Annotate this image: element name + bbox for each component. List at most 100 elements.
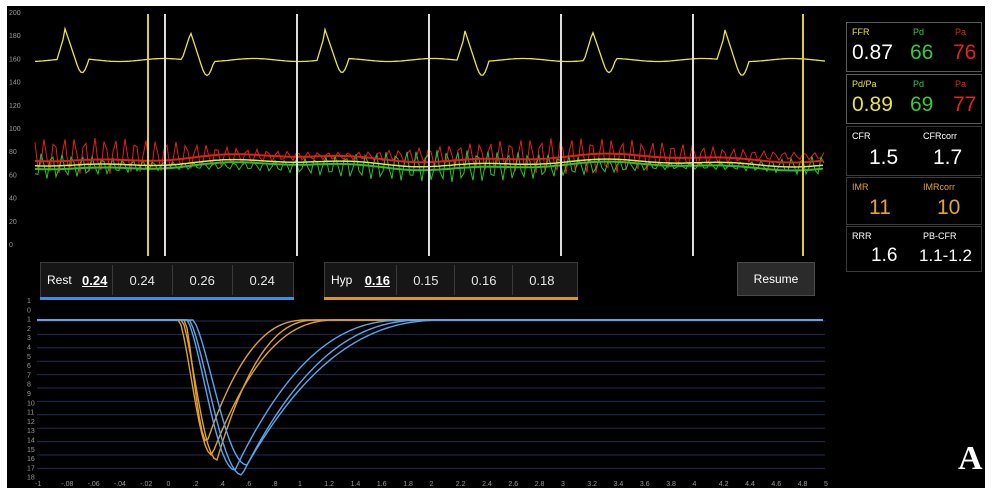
cfr-corr-value: 1.7 [933, 146, 963, 169]
rrr-label: RRR [852, 231, 872, 241]
rest-value-2[interactable]: 0.24 [111, 265, 172, 295]
thermo-y-tick: 1 [27, 298, 31, 305]
ffr-pa-label: Pa [955, 27, 967, 37]
thermo-x-tick: 1.6 [377, 481, 387, 488]
thermo-y-tick: 6 [27, 363, 31, 370]
imr-value: 11 [869, 196, 891, 219]
hyp-value-2[interactable]: 0.15 [396, 265, 454, 295]
thermo-curves [37, 319, 823, 476]
thermo-y-tick: 16 [27, 456, 35, 463]
pressure-tick: 80 [9, 149, 17, 156]
thermo-x-tick: 0 [167, 481, 171, 488]
thermo-x-tick: 2.2 [456, 481, 466, 488]
thermo-x-tick: .8 [272, 481, 278, 488]
thermo-x-tick: -.04 [114, 481, 126, 488]
hyp-underline [324, 297, 578, 300]
pressure-tick: 180 [9, 33, 21, 40]
thermo-y-tick: 5 [27, 354, 31, 361]
thermo-x-tick: .2 [193, 481, 199, 488]
thermo-y-tick: 7 [27, 372, 31, 379]
thermo-x-tick: .6 [245, 481, 251, 488]
imr-box: IMR 11 IMRcorr 10 [846, 177, 982, 225]
hyp-label: Hyp [331, 273, 353, 287]
thermo-y-tick: 3 [27, 335, 31, 342]
thermo-x-tick: 1.4 [351, 481, 361, 488]
thermo-y-tick: 18 [27, 475, 35, 482]
hyp-value-4[interactable]: 0.18 [512, 265, 570, 295]
thermo-y-tick: 17 [27, 465, 35, 472]
pdpa-pa-value: 77 [953, 93, 977, 116]
cfr-label: CFR [852, 131, 871, 141]
rest-value-4[interactable]: 0.24 [231, 265, 292, 295]
pressure-tick: 120 [9, 103, 21, 110]
ffr-label: FFR [852, 27, 870, 37]
pressure-tick: 100 [9, 126, 21, 133]
thermo-x-tick: 4 [693, 481, 697, 488]
pressure-tick: 200 [9, 10, 21, 17]
ffr-box: FFR 0.87 Pd 66 Pa 76 [846, 22, 982, 72]
thermo-x-tick: 4.8 [798, 481, 808, 488]
thermo-x-tick: .4 [219, 481, 225, 488]
rest-value-1[interactable]: 0.24 [82, 272, 108, 288]
thermo-x-tick: 3 [561, 481, 565, 488]
cfr-box: CFR 1.5 CFRcorr 1.7 [846, 126, 982, 176]
thermo-y-tick: 13 [27, 428, 35, 435]
rest-value-3[interactable]: 0.26 [171, 265, 232, 295]
hyp-value-1[interactable]: 0.16 [364, 272, 390, 288]
thermo-y-tick: 9 [27, 391, 31, 398]
rrr-box: RRR 1.6 PB-CFR 1.1-1.2 [846, 226, 982, 272]
thermo-x-tick: -.08 [61, 481, 73, 488]
thermo-x-tick: 4.4 [745, 481, 755, 488]
pdpa-value: 0.89 [852, 93, 893, 116]
hyp-transit-group: Hyp 0.16 0.15 0.16 0.18 [324, 262, 578, 298]
hyp-curve-2 [37, 319, 823, 462]
pressure-tick: 40 [9, 196, 17, 203]
thermo-x-tick: 1.2 [324, 481, 334, 488]
thermo-x-tick: 1.8 [403, 481, 413, 488]
thermo-x-tick: 3.2 [587, 481, 597, 488]
thermo-x-tick: 5 [824, 481, 828, 488]
thermo-y-tick: 0 [27, 307, 31, 314]
thermo-y-tick: 11 [27, 410, 34, 417]
thermo-x-tick: 2.4 [482, 481, 492, 488]
hyp-value-3[interactable]: 0.16 [454, 265, 512, 295]
pressure-tick: 140 [9, 80, 21, 87]
thermo-y-tick: 2 [27, 326, 31, 333]
pdpa-pd-label: Pd [913, 79, 925, 89]
cfr-value: 1.5 [869, 146, 899, 169]
rest-curve-3 [37, 319, 823, 471]
pdpa-label: Pd/Pa [852, 79, 877, 89]
thermo-x-tick: -.06 [88, 481, 100, 488]
thermo-y-tick: 4 [27, 345, 31, 352]
imr-corr-value: 10 [937, 196, 961, 219]
pressure-tick: 20 [9, 219, 17, 226]
thermo-x-tick: 1 [298, 481, 302, 488]
rest-transit-group: Rest 0.24 0.24 0.26 0.24 [40, 262, 294, 298]
resume-button[interactable]: Resume [737, 262, 815, 296]
imr-corr-label: IMRcorr [923, 182, 955, 192]
marker-lines [147, 14, 804, 256]
panel-letter: A [958, 440, 983, 477]
ffr-value: 0.87 [852, 41, 893, 64]
thermo-x-tick: -1 [35, 481, 41, 488]
ffr-pd-label: Pd [913, 27, 925, 37]
pdpa-box: Pd/Pa 0.89 Pd 69 Pa 77 [846, 74, 982, 124]
pdpa-pa-label: Pa [955, 79, 967, 89]
pressure-tick: 160 [9, 56, 21, 63]
pressure-tick: 60 [9, 172, 17, 179]
ffr-pd-value: 66 [910, 41, 934, 64]
thermo-x-tick: 2.8 [535, 481, 545, 488]
ffr-pa-value: 76 [953, 41, 977, 64]
pressure-tick: 0 [9, 242, 13, 249]
pdpa-pd-value: 69 [910, 93, 934, 116]
pb-cfr-value: 1.1-1.2 [919, 246, 972, 265]
thermo-x-tick: -.02 [140, 481, 152, 488]
imr-label: IMR [852, 182, 869, 192]
rest-underline [40, 297, 294, 300]
thermo-y-tick: 10 [27, 400, 35, 407]
thermo-x-tick: 2 [430, 481, 434, 488]
